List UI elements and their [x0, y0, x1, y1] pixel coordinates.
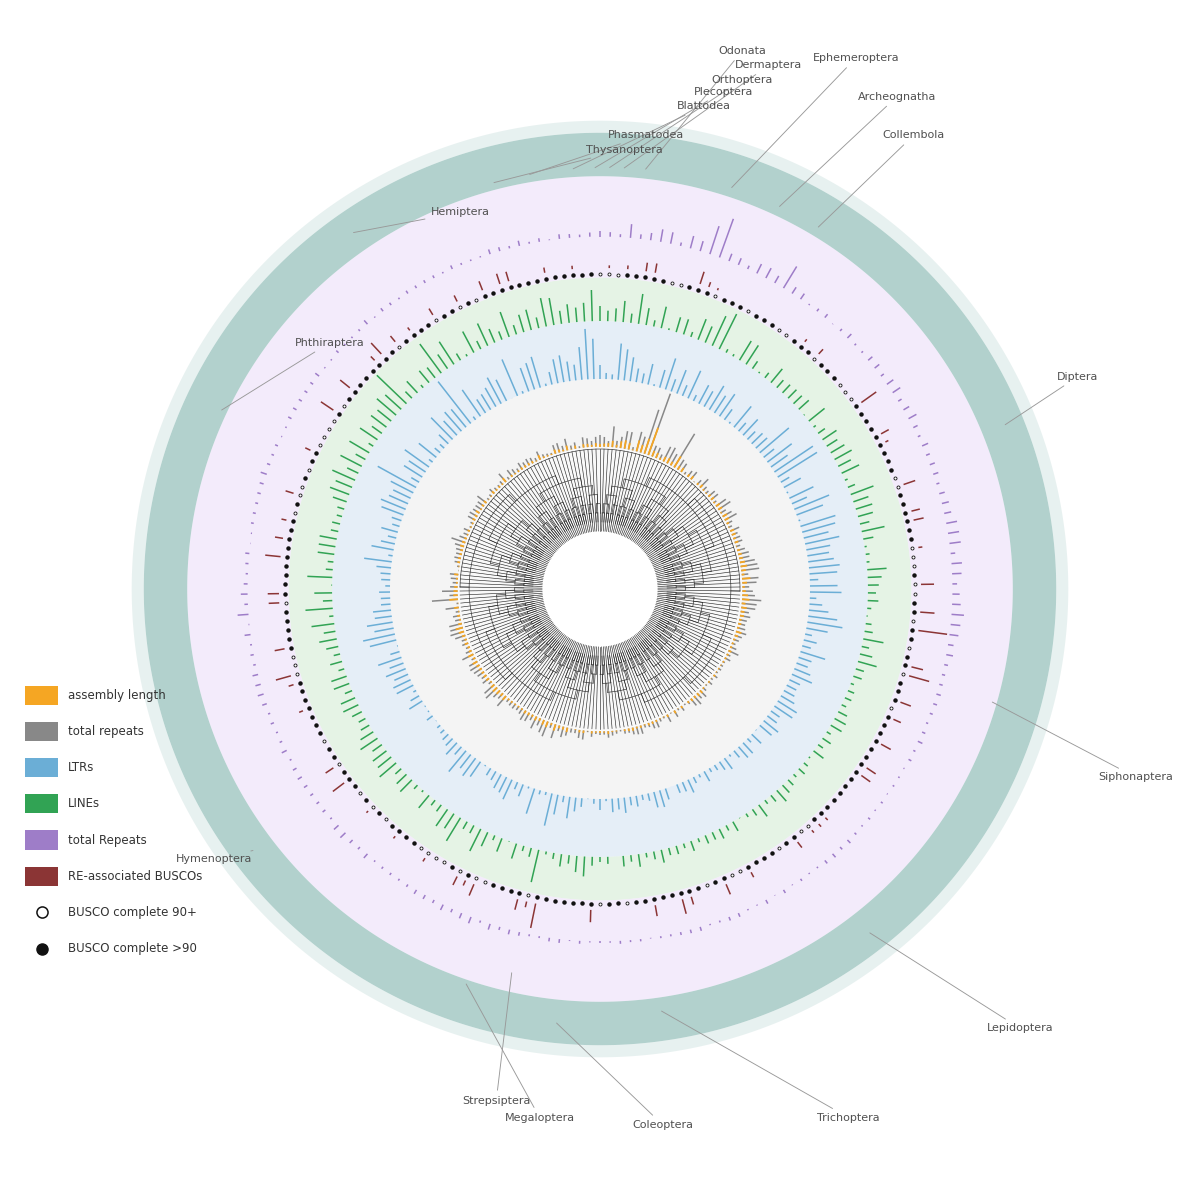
Polygon shape [144, 133, 1056, 1045]
Text: Odonata: Odonata [646, 46, 767, 170]
Polygon shape [332, 322, 868, 856]
Text: Plecoptera: Plecoptera [595, 87, 752, 167]
Text: Dermaptera: Dermaptera [624, 60, 803, 168]
Text: Archeognatha: Archeognatha [780, 92, 936, 206]
Text: Blattodea: Blattodea [574, 101, 731, 168]
Text: LTRs: LTRs [68, 761, 95, 774]
Text: Trichoptera: Trichoptera [661, 1011, 880, 1123]
Text: total repeats: total repeats [68, 724, 144, 737]
Text: Collembola: Collembola [818, 131, 944, 227]
Bar [25, 757, 59, 777]
Bar [25, 686, 59, 704]
Text: total Repeats: total Repeats [68, 834, 146, 847]
Text: Phthiraptera: Phthiraptera [222, 338, 365, 410]
Text: Diptera: Diptera [1006, 371, 1099, 425]
Text: BUSCO complete >90: BUSCO complete >90 [68, 942, 197, 955]
Polygon shape [187, 177, 1013, 1001]
Text: BUSCO complete 90+: BUSCO complete 90+ [68, 906, 197, 919]
Text: Lepidoptera: Lepidoptera [870, 933, 1054, 1033]
Text: Strepsiptera: Strepsiptera [462, 973, 530, 1106]
Polygon shape [132, 120, 1068, 1058]
Text: Hemiptera: Hemiptera [354, 207, 490, 232]
Bar [25, 867, 59, 886]
Text: assembly length: assembly length [68, 689, 166, 702]
Bar [25, 830, 59, 849]
Text: Thysanoptera: Thysanoptera [494, 145, 662, 183]
Bar [25, 794, 59, 814]
Text: Ephemeroptera: Ephemeroptera [732, 53, 899, 187]
Circle shape [542, 531, 658, 647]
Text: Orthoptera: Orthoptera [610, 74, 773, 167]
Polygon shape [457, 446, 743, 732]
Text: RE-associated BUSCOs: RE-associated BUSCOs [68, 869, 203, 882]
Text: LINEs: LINEs [68, 798, 100, 810]
Polygon shape [289, 278, 911, 900]
Polygon shape [390, 379, 810, 799]
Text: Coleoptera: Coleoptera [557, 1023, 694, 1130]
Bar [25, 722, 59, 741]
Text: Megaloptera: Megaloptera [466, 984, 575, 1123]
Text: Phasmatodea: Phasmatodea [529, 131, 684, 174]
Text: Hymenoptera: Hymenoptera [175, 851, 253, 865]
Text: Siphonaptera: Siphonaptera [992, 702, 1174, 782]
